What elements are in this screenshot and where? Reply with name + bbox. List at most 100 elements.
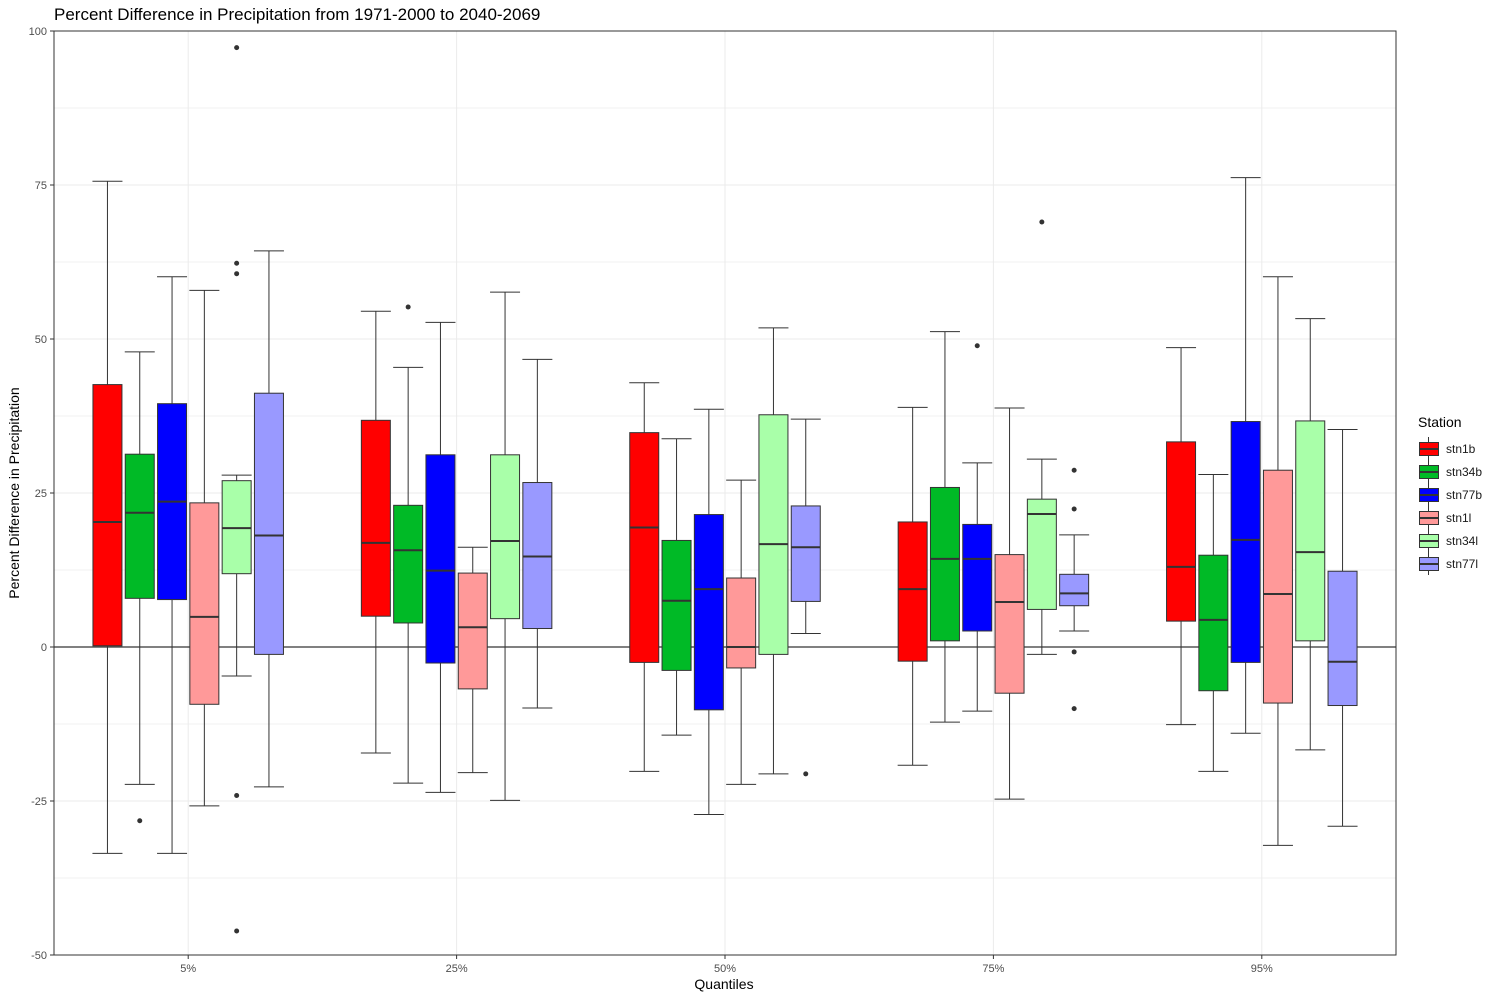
box-stn1b-3 bbox=[897, 406, 928, 766]
legend-title: Station bbox=[1418, 414, 1462, 430]
legend-item-stn77l: stn77l bbox=[1418, 552, 1482, 575]
box-iqr bbox=[1327, 570, 1358, 707]
box-stn1l-1 bbox=[457, 546, 488, 774]
box-stn77l-4 bbox=[1327, 429, 1358, 827]
box-stn1b-1 bbox=[360, 310, 391, 754]
legend-item-stn34b: stn34b bbox=[1418, 460, 1482, 483]
box-stn1l-4 bbox=[1262, 276, 1293, 846]
box-stn77l-0 bbox=[253, 250, 284, 788]
box-iqr bbox=[92, 384, 123, 647]
box-iqr bbox=[490, 454, 521, 620]
box-stn34l-4 bbox=[1295, 318, 1326, 751]
box-stn1l-3 bbox=[994, 407, 1025, 800]
y-tick-label: 50 bbox=[35, 334, 47, 346]
box-stn34b-0 bbox=[124, 351, 155, 824]
outlier-point bbox=[234, 45, 240, 51]
axes: 100 75 50 25 0 -25 -50 5% 25% 50% 75% 95% bbox=[29, 26, 1397, 975]
box-iqr bbox=[360, 419, 391, 617]
legend: Station stn1b stn34b stn77b stn1l stn34l stn7… bbox=[1418, 414, 1482, 575]
box-iqr bbox=[1262, 469, 1293, 704]
box-iqr bbox=[790, 505, 821, 602]
legend-label: stn34b bbox=[1446, 464, 1483, 479]
outlier-point bbox=[405, 304, 411, 310]
box-stn34b-2 bbox=[661, 438, 692, 736]
box-iqr bbox=[1166, 441, 1197, 622]
legend-key bbox=[1418, 506, 1440, 529]
legend-key bbox=[1418, 460, 1440, 483]
box-iqr bbox=[1295, 420, 1326, 642]
box-stn1l-2 bbox=[726, 479, 757, 785]
box-iqr bbox=[393, 504, 424, 624]
outlier-point bbox=[1071, 649, 1077, 655]
outlier-point bbox=[137, 818, 143, 824]
x-tick-label: 25% bbox=[446, 963, 468, 975]
chart-title: Percent Difference in Precipitation from… bbox=[54, 5, 541, 24]
outlier-point bbox=[234, 260, 240, 266]
y-tick-label: 25 bbox=[35, 488, 47, 500]
box-iqr bbox=[726, 577, 757, 669]
outlier-point bbox=[803, 771, 809, 777]
legend-items: stn1b stn34b stn77b stn1l stn34l stn77l bbox=[1418, 437, 1482, 575]
box-stn34b-1 bbox=[393, 304, 424, 784]
box-iqr bbox=[425, 454, 456, 664]
y-tick-label: -25 bbox=[31, 796, 47, 808]
box-iqr bbox=[758, 414, 789, 655]
box-stn77l-2 bbox=[790, 418, 821, 777]
legend-item-stn1b: stn1b bbox=[1418, 437, 1482, 460]
box-stn77b-2 bbox=[693, 408, 724, 816]
legend-label: stn1l bbox=[1446, 510, 1472, 525]
box-stn1b-4 bbox=[1166, 347, 1197, 726]
legend-key bbox=[1418, 552, 1440, 575]
box-stn34l-0 bbox=[221, 45, 252, 934]
outlier-point bbox=[974, 343, 980, 349]
outlier-point bbox=[1071, 706, 1077, 712]
box-stn1b-2 bbox=[629, 382, 660, 772]
box-iqr bbox=[457, 572, 488, 690]
outlier-point bbox=[234, 271, 240, 277]
box-stn34l-1 bbox=[490, 291, 521, 801]
box-stn77l-1 bbox=[522, 358, 553, 709]
box-stn77l-3 bbox=[1059, 467, 1090, 712]
box-iqr bbox=[897, 521, 928, 662]
legend-item-stn77b: stn77b bbox=[1418, 483, 1482, 506]
box-stn1b-0 bbox=[92, 180, 123, 854]
y-tick-label: 100 bbox=[29, 26, 47, 38]
legend-label: stn77b bbox=[1446, 487, 1483, 502]
box-iqr bbox=[189, 502, 220, 705]
x-tick-label: 95% bbox=[1251, 963, 1273, 975]
outlier-point bbox=[234, 792, 240, 798]
box-stn34l-2 bbox=[758, 327, 789, 775]
box-iqr bbox=[1230, 421, 1261, 663]
legend-label: stn77l bbox=[1446, 556, 1479, 571]
legend-item-stn1l: stn1l bbox=[1418, 506, 1482, 529]
box-stn34b-3 bbox=[929, 331, 960, 723]
outlier-point bbox=[1071, 506, 1077, 512]
box-stn77b-3 bbox=[962, 343, 993, 712]
box-iqr bbox=[929, 486, 960, 642]
box-stn34l-3 bbox=[1026, 219, 1057, 655]
box-stn34b-4 bbox=[1198, 474, 1229, 772]
legend-item-stn34l: stn34l bbox=[1418, 529, 1482, 552]
legend-key bbox=[1418, 483, 1440, 506]
box-iqr bbox=[661, 539, 692, 671]
legend-label: stn1b bbox=[1446, 441, 1476, 456]
box-iqr bbox=[1198, 554, 1229, 692]
box-iqr bbox=[253, 392, 284, 655]
box-iqr bbox=[629, 432, 660, 663]
box-stn1l-0 bbox=[189, 289, 220, 807]
x-tick-label: 50% bbox=[714, 963, 736, 975]
box-iqr bbox=[994, 554, 1025, 694]
box-iqr bbox=[124, 453, 155, 599]
box-iqr bbox=[962, 523, 993, 632]
box-iqr bbox=[693, 514, 724, 711]
box-stn77b-0 bbox=[157, 276, 188, 854]
box-stn77b-1 bbox=[425, 321, 456, 793]
outlier-point bbox=[234, 928, 240, 934]
x-tick-label: 75% bbox=[982, 963, 1004, 975]
box-iqr bbox=[1059, 573, 1090, 607]
legend-key bbox=[1418, 529, 1440, 552]
outlier-point bbox=[1071, 467, 1077, 473]
y-tick-label: 75 bbox=[35, 180, 47, 192]
boxplot-marks bbox=[92, 45, 1358, 934]
